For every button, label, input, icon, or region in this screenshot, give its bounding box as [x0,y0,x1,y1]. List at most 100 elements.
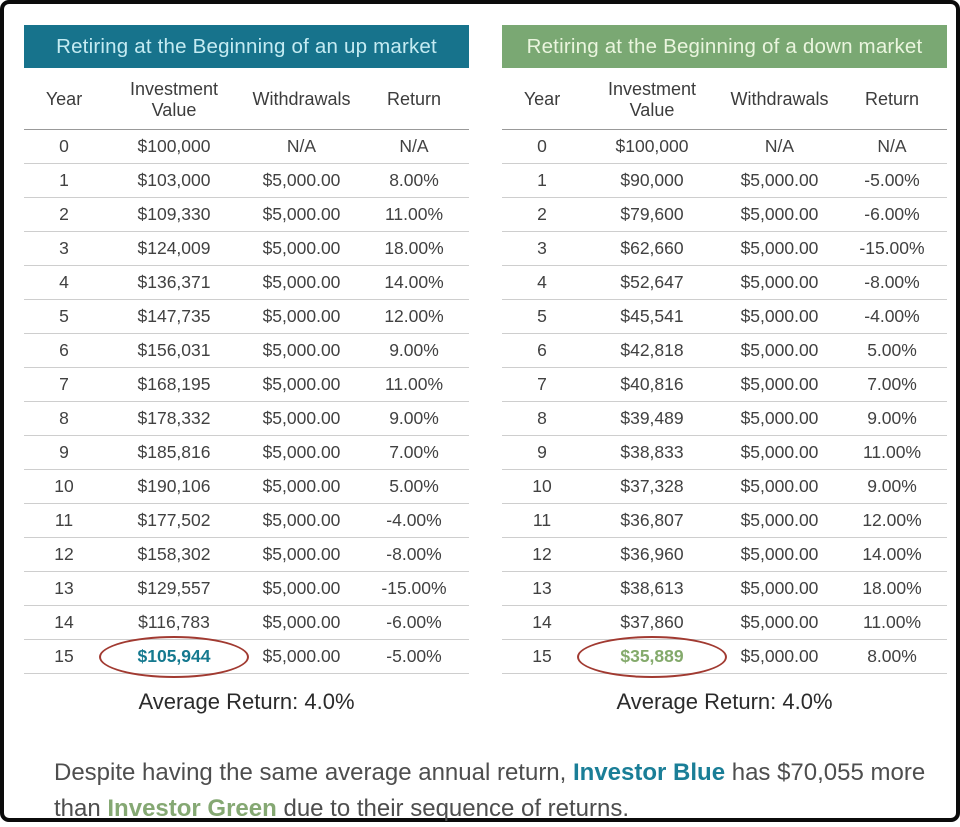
table-row: 8 $178,332 $5,000.00 9.00% [24,402,469,436]
return-cell: 11.00% [862,442,922,463]
table-row: 9 $38,833 $5,000.00 11.00% [502,436,947,470]
withdrawals-cell: $5,000.00 [262,374,341,395]
investment-value-cell: $52,647 [620,272,684,293]
return-cell: 18.00% [862,578,922,599]
return-cell: 14.00% [862,544,922,565]
col-return-header: Return [864,89,920,110]
return-cell: 8.00% [867,646,917,667]
table-row: 7 $40,816 $5,000.00 7.00% [502,368,947,402]
investment-value-cell: $40,816 [620,374,684,395]
investment-value-cell: $90,000 [620,170,684,191]
table-row: 15 $35,889 $5,000.00 8.00% [502,635,947,678]
investment-value-cell: $100,000 [615,136,689,157]
down-market-table: Year Investment Value Withdrawals Return… [502,73,947,678]
investment-value-cell: $109,330 [137,204,211,225]
return-cell: -8.00% [864,272,920,293]
withdrawals-cell: $5,000.00 [262,646,341,667]
up-market-title-bar: Retiring at the Beginning of an up marke… [24,25,469,68]
withdrawals-cell: $5,000.00 [262,238,341,259]
year-cell: 2 [537,204,547,225]
return-cell: N/A [399,136,429,157]
return-cell: 9.00% [867,408,917,429]
investment-value-cell: $185,816 [137,442,211,463]
year-cell: 7 [537,374,547,395]
investment-value-cell: $158,302 [137,544,211,565]
table-row: 2 $79,600 $5,000.00 -6.00% [502,198,947,232]
withdrawals-cell: $5,000.00 [262,510,341,531]
investor-blue-name: Investor Blue [573,759,726,787]
year-cell: 11 [532,510,552,531]
year-cell: 10 [54,476,74,497]
investment-value-cell: $37,328 [620,476,684,497]
return-cell: -4.00% [864,306,920,327]
withdrawals-cell: $5,000.00 [262,578,341,599]
return-cell: -4.00% [386,510,442,531]
year-cell: 1 [59,170,69,191]
withdrawals-cell: $5,000.00 [740,374,819,395]
return-cell: 18.00% [384,238,444,259]
col-investment-value-header: Investment Value [607,79,697,120]
col-investment-value-header: Investment Value [129,79,219,120]
year-cell: 8 [537,408,547,429]
return-cell: 14.00% [384,272,444,293]
withdrawals-cell: $5,000.00 [262,544,341,565]
year-cell: 0 [59,136,69,157]
table-row: 10 $190,106 $5,000.00 5.00% [24,470,469,504]
withdrawals-cell: $5,000.00 [740,272,819,293]
year-cell: 7 [59,374,69,395]
return-cell: -6.00% [864,204,920,225]
year-cell: 3 [59,238,69,259]
up-market-title: Retiring at the Beginning of an up marke… [56,34,437,58]
withdrawals-cell: $5,000.00 [740,612,819,633]
table-row: 5 $45,541 $5,000.00 -4.00% [502,300,947,334]
withdrawals-cell: $5,000.00 [740,306,819,327]
table-row: 12 $36,960 $5,000.00 14.00% [502,538,947,572]
investment-value-cell: $36,807 [620,510,684,531]
year-cell: 6 [537,340,547,361]
table-row: 3 $124,009 $5,000.00 18.00% [24,232,469,266]
year-cell: 3 [537,238,547,259]
withdrawals-cell: $5,000.00 [740,204,819,225]
investor-green-name: Investor Green [107,795,277,823]
investment-value-cell: $105,944 [99,635,249,678]
withdrawals-cell: $5,000.00 [740,476,819,497]
withdrawals-cell: $5,000.00 [740,578,819,599]
return-cell: 11.00% [384,374,444,395]
year-cell: 15 [532,646,552,667]
table-row: 8 $39,489 $5,000.00 9.00% [502,402,947,436]
withdrawals-cell: $5,000.00 [740,238,819,259]
withdrawals-cell: $5,000.00 [262,204,341,225]
table-row: 10 $37,328 $5,000.00 9.00% [502,470,947,504]
summary-text: Despite having the same average annual r… [54,755,940,827]
return-cell: -6.00% [386,612,442,633]
withdrawals-cell: $5,000.00 [262,306,341,327]
withdrawals-cell: $5,000.00 [262,170,341,191]
investment-value-cell: $168,195 [137,374,211,395]
year-cell: 1 [537,170,547,191]
table-row: 2 $109,330 $5,000.00 11.00% [24,198,469,232]
investment-value-cell: $38,833 [620,442,684,463]
investment-value-cell: $45,541 [620,306,684,327]
investment-value-cell: $79,600 [620,204,684,225]
col-withdrawals-header: Withdrawals [730,89,829,110]
year-cell: 14 [54,612,74,633]
investment-value-cell: $42,818 [620,340,684,361]
table-row: 1 $90,000 $5,000.00 -5.00% [502,164,947,198]
investment-value-cell: $37,860 [620,612,684,633]
table-row: 4 $52,647 $5,000.00 -8.00% [502,266,947,300]
withdrawals-cell: N/A [764,136,795,157]
return-cell: 5.00% [389,476,439,497]
year-cell: 10 [532,476,552,497]
withdrawals-cell: $5,000.00 [262,340,341,361]
investment-value-cell: $38,613 [620,578,684,599]
table-row: 5 $147,735 $5,000.00 12.00% [24,300,469,334]
return-cell: 8.00% [389,170,439,191]
investment-value-cell: $147,735 [137,306,211,327]
down-market-panel: Retiring at the Beginning of a down mark… [502,25,947,715]
year-cell: 11 [54,510,74,531]
year-cell: 6 [59,340,69,361]
table-row: 6 $156,031 $5,000.00 9.00% [24,334,469,368]
year-cell: 0 [537,136,547,157]
investment-value-cell: $156,031 [137,340,211,361]
